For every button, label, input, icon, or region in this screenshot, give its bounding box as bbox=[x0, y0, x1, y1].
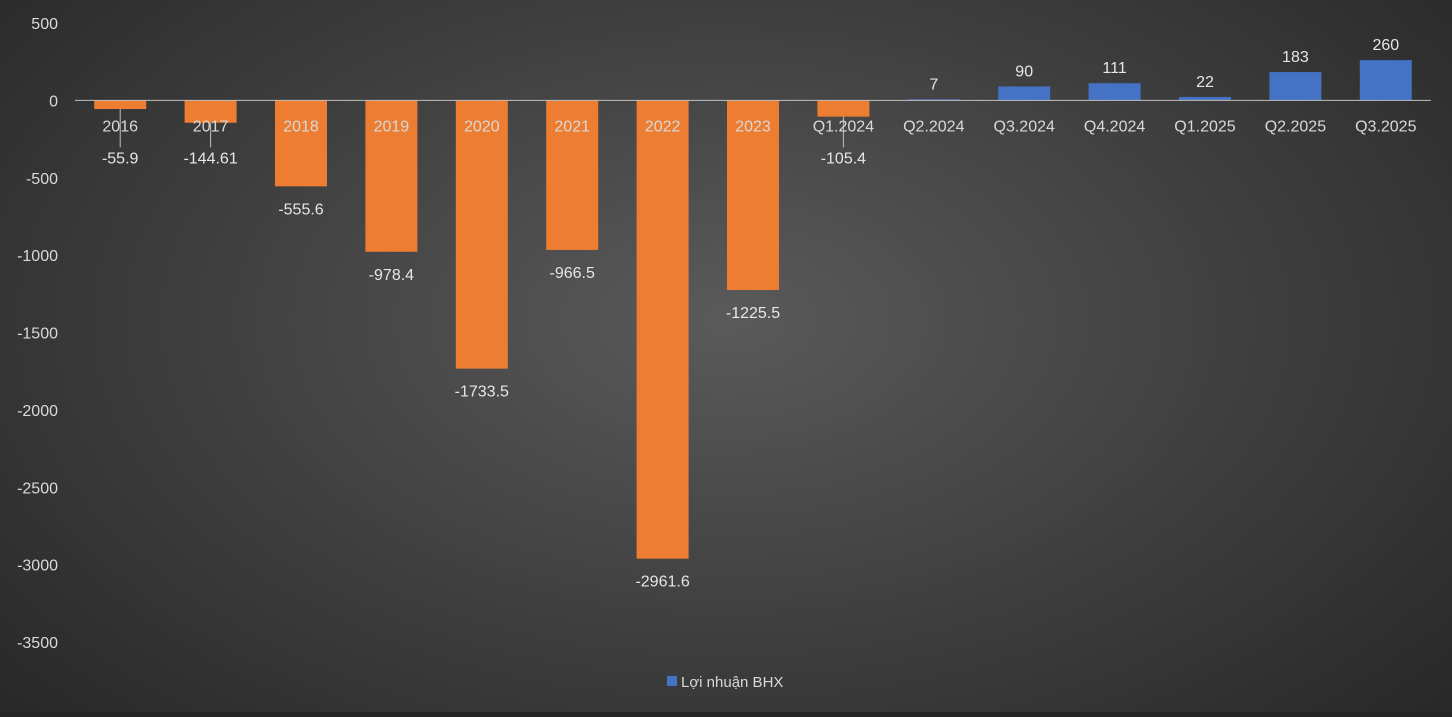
data-label: -144.61 bbox=[183, 150, 237, 167]
data-label: -1225.5 bbox=[726, 305, 780, 322]
leader-lines bbox=[119, 109, 844, 148]
y-tick-label: -2000 bbox=[17, 403, 58, 420]
bar bbox=[1269, 72, 1322, 101]
x-tick-label: 2016 bbox=[102, 118, 138, 135]
y-tick-label: -2500 bbox=[17, 480, 58, 497]
bar bbox=[275, 100, 327, 187]
data-label: -55.9 bbox=[102, 150, 139, 167]
x-tick-label: 2018 bbox=[283, 118, 319, 135]
x-tick-label: Q4.2024 bbox=[1084, 118, 1145, 135]
data-label: -2961.6 bbox=[635, 574, 689, 591]
legend-label: Lợi nhuận BHX bbox=[681, 674, 783, 691]
data-label: 111 bbox=[1102, 60, 1126, 77]
data-label: -1733.5 bbox=[455, 384, 509, 401]
y-tick-label: -1000 bbox=[17, 248, 58, 265]
bar bbox=[455, 100, 508, 369]
bar bbox=[907, 99, 960, 101]
x-tick-label: Q2.2025 bbox=[1265, 118, 1326, 135]
data-label: 183 bbox=[1282, 49, 1309, 66]
bars bbox=[94, 60, 1412, 559]
data-label: -966.5 bbox=[550, 265, 595, 282]
y-tick-label: 500 bbox=[31, 16, 58, 33]
bar bbox=[94, 100, 147, 110]
y-tick-label: -1500 bbox=[17, 326, 58, 343]
x-tick-label: 2023 bbox=[735, 118, 771, 135]
bar bbox=[546, 100, 599, 250]
x-axis-ticks: 2016 2017 2018 2019 2020 2021 2022 2023 Q1.2024 Q… bbox=[102, 118, 1416, 135]
x-tick-label: 2022 bbox=[645, 118, 681, 135]
data-labels: -55.9 -144.61 -555.6 -978.4 -1733.5 -966.5 -29… bbox=[102, 37, 1399, 591]
bar bbox=[998, 86, 1051, 101]
x-tick-label: 2017 bbox=[193, 118, 229, 135]
data-label: -978.4 bbox=[369, 267, 414, 284]
bar bbox=[727, 100, 779, 291]
data-label: 260 bbox=[1372, 37, 1399, 54]
bar bbox=[1088, 83, 1141, 101]
bar bbox=[1359, 60, 1412, 101]
bar bbox=[184, 100, 237, 123]
x-tick-label: 2021 bbox=[554, 118, 590, 135]
x-tick-label: Q1.2025 bbox=[1174, 118, 1235, 135]
y-tick-label: -3500 bbox=[17, 635, 58, 652]
data-label: 22 bbox=[1196, 74, 1214, 91]
y-tick-label: 0 bbox=[49, 93, 58, 110]
legend-swatch bbox=[667, 676, 677, 686]
bar bbox=[1179, 96, 1231, 101]
x-tick-label: Q1.2024 bbox=[813, 118, 874, 135]
x-tick-label: 2019 bbox=[374, 118, 410, 135]
x-tick-label: Q3.2024 bbox=[994, 118, 1055, 135]
data-label: -105.4 bbox=[821, 150, 866, 167]
x-tick-label: Q2.2024 bbox=[903, 118, 964, 135]
bar bbox=[365, 100, 418, 252]
data-label: 7 bbox=[929, 76, 938, 93]
legend: Lợi nhuận BHX bbox=[667, 674, 783, 691]
x-tick-label: Q3.2025 bbox=[1355, 118, 1416, 135]
data-label: 90 bbox=[1015, 63, 1033, 80]
data-label: -555.6 bbox=[278, 201, 323, 218]
bar bbox=[817, 100, 870, 117]
y-tick-label: -500 bbox=[26, 171, 58, 188]
y-axis-ticks: 500 0 -500 -1000 -1500 -2000 -2500 -3000 -3500 bbox=[17, 16, 58, 652]
x-tick-label: 2020 bbox=[464, 118, 500, 135]
y-tick-label: -3000 bbox=[17, 558, 58, 575]
bar bbox=[636, 100, 689, 559]
